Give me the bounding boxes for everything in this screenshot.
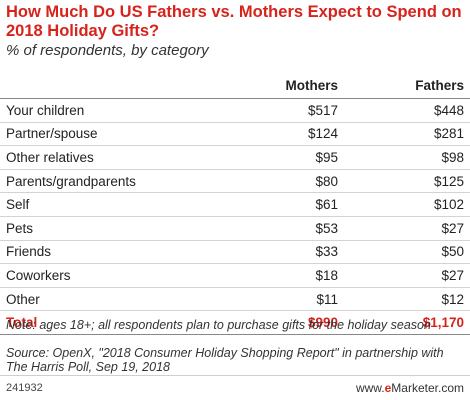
row-mothers-value: $33 <box>228 240 364 265</box>
table-row: Parents/grandparents $80 $125 <box>0 169 470 194</box>
row-fathers-value: $102 <box>364 192 470 217</box>
chart-source: Source: OpenX, "2018 Consumer Holiday Sh… <box>6 346 444 374</box>
row-fathers-value: $27 <box>364 216 470 241</box>
row-category: Other <box>0 287 228 312</box>
row-fathers-value: $125 <box>364 169 470 194</box>
row-mothers-value: $18 <box>228 263 364 288</box>
row-fathers-value: $281 <box>364 122 470 147</box>
row-category: Self <box>0 192 228 217</box>
header-category <box>0 72 228 99</box>
row-mothers-value: $61 <box>228 192 364 217</box>
row-category: Your children <box>0 98 228 123</box>
row-category: Pets <box>0 216 228 241</box>
row-mothers-value: $124 <box>228 122 364 147</box>
brand-link[interactable]: www.eMarketer.com <box>356 381 464 395</box>
row-fathers-value: $448 <box>364 98 470 123</box>
table-row: Partner/spouse $124 $281 <box>0 122 470 147</box>
row-category: Coworkers <box>0 263 228 288</box>
brand-e-logo: e <box>384 381 392 395</box>
row-mothers-value: $53 <box>228 216 364 241</box>
footer: 241932 www.eMarketer.com <box>0 375 470 396</box>
table-row: Pets $53 $27 <box>0 216 470 241</box>
header-mothers: Mothers <box>228 72 364 99</box>
chart-note: Note: ages 18+; all respondents plan to … <box>6 318 431 332</box>
spending-table: Mothers Fathers Your children $517 $448 … <box>0 72 470 335</box>
table-row: Self $61 $102 <box>0 192 470 217</box>
row-category: Parents/grandparents <box>0 169 228 194</box>
row-category: Friends <box>0 240 228 265</box>
total-mothers-value: $990 <box>228 310 364 335</box>
row-fathers-value: $98 <box>364 145 470 170</box>
brand-suffix: .com <box>437 381 464 395</box>
table-row: Other $11 $12 <box>0 287 470 312</box>
row-mothers-value: $11 <box>228 287 364 312</box>
row-mothers-value: $517 <box>228 98 364 123</box>
table-row: Your children $517 $448 <box>0 98 470 123</box>
total-row: Total $990 $1,170 <box>0 310 470 335</box>
header-fathers: Fathers <box>364 72 470 99</box>
brand-name: Marketer <box>391 381 438 395</box>
chart-id: 241932 <box>6 382 43 394</box>
table-row: Other relatives $95 $98 <box>0 145 470 170</box>
row-mothers-value: $80 <box>228 169 364 194</box>
row-category: Other relatives <box>0 145 228 170</box>
table-row: Coworkers $18 $27 <box>0 263 470 288</box>
table-row: Friends $33 $50 <box>0 240 470 265</box>
row-mothers-value: $95 <box>228 145 364 170</box>
table-header-row: Mothers Fathers <box>0 72 470 99</box>
brand-prefix: www. <box>355 381 385 395</box>
row-category: Partner/spouse <box>0 122 228 147</box>
row-fathers-value: $50 <box>364 240 470 265</box>
chart-subtitle: % of respondents, by category <box>6 42 209 59</box>
total-fathers-value: $1,170 <box>364 310 470 335</box>
row-fathers-value: $27 <box>364 263 470 288</box>
row-fathers-value: $12 <box>364 287 470 312</box>
total-label: Total <box>0 310 228 335</box>
chart-title: How Much Do US Fathers vs. Mothers Expec… <box>6 3 462 40</box>
